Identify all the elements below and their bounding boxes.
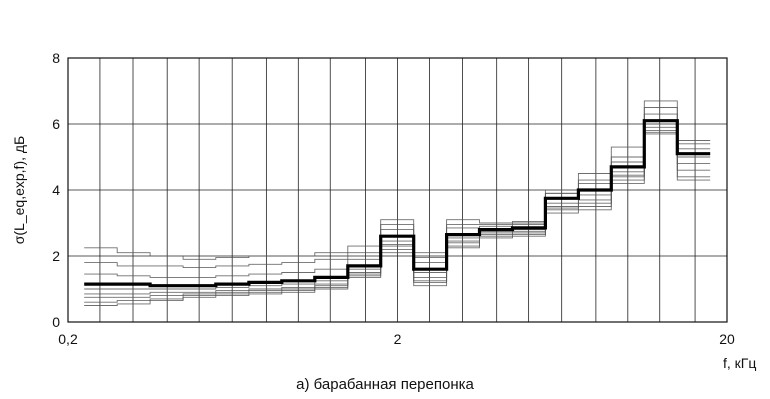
series-layer xyxy=(84,100,711,306)
x-tick-labels: 0,2 2 20 xyxy=(58,331,735,347)
x-tick-label: 0,2 xyxy=(58,331,78,347)
x-axis-label: f, кГц xyxy=(723,355,756,371)
y-tick-label: 6 xyxy=(52,116,60,132)
y-axis-label: σ(L_eq,exp,f), дБ xyxy=(11,136,27,245)
plot-frame xyxy=(67,57,728,323)
x-tick-label: 20 xyxy=(719,331,735,347)
series-line-8 xyxy=(84,133,711,306)
y-tick-label: 0 xyxy=(52,314,60,330)
y-tick-label: 8 xyxy=(52,50,60,66)
series-line-mean xyxy=(84,119,711,288)
x-tick-label: 2 xyxy=(394,331,402,347)
y-tick-label: 2 xyxy=(52,248,60,264)
y-tick-labels: 0 2 4 6 8 xyxy=(52,50,60,330)
chart-caption: а) барабанная перепонка xyxy=(296,376,474,393)
y-tick-label: 4 xyxy=(52,182,60,198)
series-line-7 xyxy=(84,131,711,303)
